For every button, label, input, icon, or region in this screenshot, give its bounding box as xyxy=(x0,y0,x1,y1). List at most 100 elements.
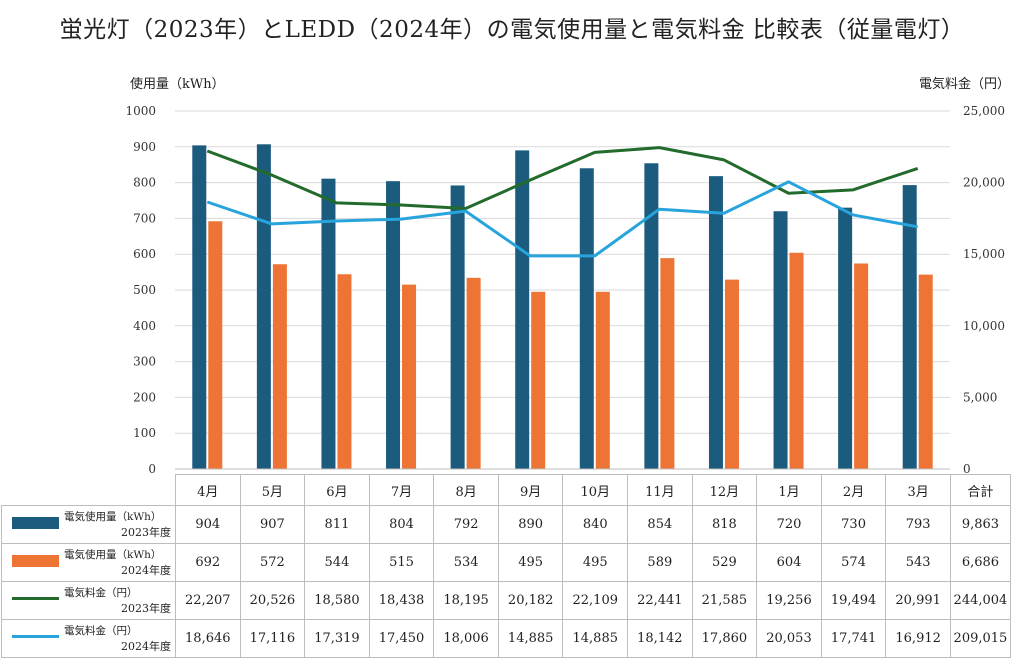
data-cell: 792 xyxy=(433,505,499,544)
y-right-tick-label: 10,000 xyxy=(963,319,1005,333)
bar xyxy=(192,145,207,470)
column-header: 12月 xyxy=(691,474,758,506)
column-header: 11月 xyxy=(627,474,693,506)
y-left-tick-label: 900 xyxy=(133,140,156,154)
data-cell: 17,741 xyxy=(820,619,887,658)
bar xyxy=(386,181,401,469)
data-cell: 14,885 xyxy=(562,619,629,658)
bar xyxy=(515,150,530,469)
data-cell: 18,438 xyxy=(368,581,435,620)
data-cell: 904 xyxy=(175,505,241,544)
total-cell: 209,015 xyxy=(949,619,1011,658)
legend-series-year: 2024年度 xyxy=(121,640,171,653)
data-cell: 811 xyxy=(304,505,370,544)
data-table: 4月 5月 6月 7月 8月 9月 10月 11月 12月 1月 2月 3月 合計 電気使用量（kWh） 2… xyxy=(1,474,1011,658)
legend-swatch xyxy=(12,635,59,638)
column-header: 6月 xyxy=(304,474,370,506)
y-left-tick-label: 700 xyxy=(133,211,156,225)
column-header: 1月 xyxy=(756,474,822,506)
data-cell: 534 xyxy=(433,543,499,582)
bar xyxy=(272,264,287,469)
legend-series-name: 電気料金（円） xyxy=(64,625,138,637)
data-cell: 16,912 xyxy=(885,619,951,658)
total-cell: 6,686 xyxy=(949,543,1011,582)
bar xyxy=(708,176,723,469)
column-header: 10月 xyxy=(562,474,629,506)
line-series xyxy=(206,146,919,258)
data-cell: 495 xyxy=(562,543,629,582)
series-line xyxy=(206,180,918,258)
data-cell: 18,195 xyxy=(433,581,499,620)
data-cell: 840 xyxy=(562,505,629,544)
bar xyxy=(918,274,933,469)
bar-series xyxy=(192,144,933,470)
table-row: 電気料金（円） 2024年度 18,646 17,116 17,319 17,450 18,… xyxy=(1,619,1011,658)
column-header: 5月 xyxy=(239,474,306,506)
data-cell: 604 xyxy=(756,543,822,582)
y-left-tick-label: 1000 xyxy=(125,104,156,118)
data-cell: 18,142 xyxy=(627,619,693,658)
data-cell: 18,006 xyxy=(433,619,499,658)
data-cell: 17,450 xyxy=(368,619,435,658)
legend-cell: 電気使用量（kWh） 2023年度 xyxy=(1,505,176,544)
column-header: 4月 xyxy=(175,474,241,506)
legend-swatch xyxy=(12,555,59,567)
legend-series-name: 電気使用量（kWh） xyxy=(64,511,162,523)
series-line xyxy=(206,146,919,210)
bar xyxy=(402,284,417,469)
bar xyxy=(595,291,610,469)
column-header: 8月 xyxy=(433,474,499,506)
data-cell: 854 xyxy=(627,505,693,544)
y-left-tick-label: 100 xyxy=(133,426,156,440)
bar xyxy=(789,252,804,469)
column-header: 7月 xyxy=(368,474,435,506)
table-row: 電気使用量（kWh） 2024年度 692 572 544 515 534 495 495 589… xyxy=(1,543,1011,582)
data-cell: 18,580 xyxy=(304,581,370,620)
bar xyxy=(466,277,481,469)
bar xyxy=(724,279,739,469)
bar xyxy=(450,185,465,470)
bar xyxy=(579,168,594,469)
data-cell: 17,116 xyxy=(239,619,306,658)
data-cell: 589 xyxy=(627,543,693,582)
bar xyxy=(644,163,659,469)
data-cell: 720 xyxy=(756,505,822,544)
data-cell: 793 xyxy=(885,505,951,544)
table-row: 電気料金（円） 2023年度 22,207 20,526 18,580 18,438 18,… xyxy=(1,581,1011,620)
data-cell: 21,585 xyxy=(691,581,758,620)
total-header: 合計 xyxy=(949,474,1011,506)
data-cell: 730 xyxy=(820,505,887,544)
legend-series-year: 2023年度 xyxy=(121,602,171,615)
bar xyxy=(838,207,853,469)
data-cell: 20,182 xyxy=(497,581,564,620)
y-left-tick-label: 600 xyxy=(133,247,156,261)
data-cell: 22,207 xyxy=(175,581,241,620)
data-cell: 574 xyxy=(820,543,887,582)
y-right-tick-label: 0 xyxy=(963,462,971,475)
legend-swatch xyxy=(12,597,59,600)
bar xyxy=(208,221,223,469)
legend-series-name: 電気使用量（kWh） xyxy=(64,549,162,561)
data-cell: 20,526 xyxy=(239,581,306,620)
y-left-tick-label: 0 xyxy=(148,462,156,475)
y-right-tick-label: 5,000 xyxy=(963,390,997,404)
data-cell: 543 xyxy=(885,543,951,582)
data-cell: 804 xyxy=(368,505,435,544)
data-cell: 907 xyxy=(239,505,306,544)
table-header-row: 4月 5月 6月 7月 8月 9月 10月 11月 12月 1月 2月 3月 合計 xyxy=(1,474,1011,506)
y-right-tick-label: 25,000 xyxy=(963,104,1005,118)
y-axis-left-title: 使用量（kWh） xyxy=(130,76,225,92)
data-cell: 22,441 xyxy=(627,581,693,620)
bar xyxy=(321,178,336,470)
column-header: 2月 xyxy=(820,474,887,506)
data-cell: 495 xyxy=(497,543,564,582)
data-cell: 20,053 xyxy=(756,619,822,658)
y-left-tick-label: 800 xyxy=(133,176,156,190)
bar xyxy=(902,185,917,469)
legend-cell: 電気使用量（kWh） 2024年度 xyxy=(1,543,176,582)
data-cell: 818 xyxy=(691,505,758,544)
data-cell: 544 xyxy=(304,543,370,582)
y-right-tick-label: 20,000 xyxy=(963,176,1005,190)
y-left-tick-label: 300 xyxy=(133,355,156,369)
column-header: 9月 xyxy=(497,474,564,506)
